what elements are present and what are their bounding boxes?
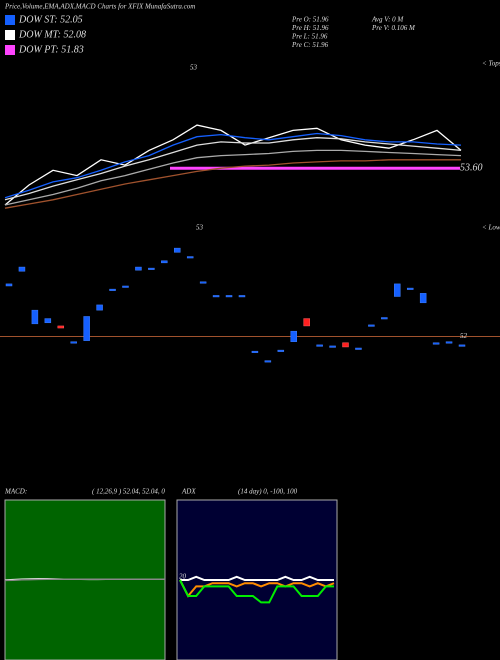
- candle-body: [406, 287, 414, 290]
- candle-body: [316, 344, 323, 347]
- candle-body: [148, 267, 155, 270]
- candle-body: [342, 342, 349, 348]
- adx-title: ADX: [181, 488, 196, 496]
- candle-body: [83, 316, 90, 341]
- info-text: Pre V: 0.106 M: [371, 24, 416, 32]
- macd-title: MACD:: [4, 488, 27, 496]
- legend-label: DOW MT: 52.08: [18, 29, 86, 40]
- candle-body: [277, 349, 285, 352]
- candle-body: [381, 317, 388, 320]
- legend-swatch: [5, 45, 15, 55]
- line-series: [4, 149, 462, 206]
- candle-body: [18, 266, 26, 272]
- candle-body: [264, 360, 272, 363]
- line-series: [4, 159, 461, 209]
- line-series: [4, 137, 462, 201]
- legend-label: DOW PT: 51.83: [18, 44, 84, 55]
- candle-body: [31, 309, 39, 325]
- info-text: Pre L: 51.96: [291, 33, 328, 41]
- line-series: [4, 578, 165, 582]
- candle-body: [161, 260, 168, 264]
- candle-body: [135, 266, 142, 271]
- line-series: [179, 579, 334, 604]
- legend-label: DOW ST: 52.05: [18, 14, 83, 25]
- candle-body: [394, 283, 401, 297]
- candle-body: [445, 341, 453, 344]
- candle-body: [238, 295, 246, 298]
- candle-body: [368, 324, 375, 327]
- candle-body: [251, 350, 259, 353]
- annotation: 20: [179, 573, 187, 581]
- candle-body: [44, 318, 52, 324]
- candle-body: [199, 281, 207, 284]
- line-series: [4, 132, 462, 199]
- info-text: Pre C: 51.96: [291, 41, 329, 49]
- info-text: Pre O: 51.96: [291, 16, 329, 24]
- candle-body: [109, 288, 116, 291]
- candle-body: [419, 293, 427, 304]
- line-series: [180, 575, 334, 581]
- macd-subtitle: ( 12,26,9 ) 52.04, 52.04, 0: [92, 488, 165, 496]
- candle-body: [96, 304, 103, 311]
- candle-body: [355, 347, 362, 350]
- info-text: Pre H: 51.96: [291, 24, 329, 32]
- candle-body: [70, 341, 77, 344]
- y-tick-label: 53.60: [460, 163, 483, 174]
- line-series: [4, 124, 462, 206]
- candle-body: [290, 330, 297, 342]
- legend-swatch: [5, 30, 15, 40]
- candle-body: [186, 256, 194, 259]
- candle-body: [57, 325, 65, 329]
- adx-subtitle: (14 day) 0, -100, 100: [238, 488, 298, 496]
- candle-body: [329, 345, 336, 348]
- annotation: 53: [190, 64, 198, 72]
- candle-body: [122, 285, 129, 288]
- legend-swatch: [5, 15, 15, 25]
- candle-body: [458, 344, 466, 347]
- chart-title: Price,Volume,EMA,ADX,MACD Charts for XFI…: [4, 3, 195, 11]
- candle-body: [174, 247, 181, 253]
- candle-body: [432, 342, 440, 345]
- y-tick-label: 52: [460, 332, 468, 340]
- candle-body: [225, 295, 233, 298]
- annotation: 53: [196, 224, 204, 232]
- candle-body: [212, 295, 220, 298]
- info-text: Avg V: 0 M: [371, 16, 404, 24]
- annotation: < Lows: [482, 224, 500, 232]
- annotation: < Tops: [482, 60, 500, 68]
- candle-body: [5, 283, 13, 287]
- candle-body: [303, 318, 310, 327]
